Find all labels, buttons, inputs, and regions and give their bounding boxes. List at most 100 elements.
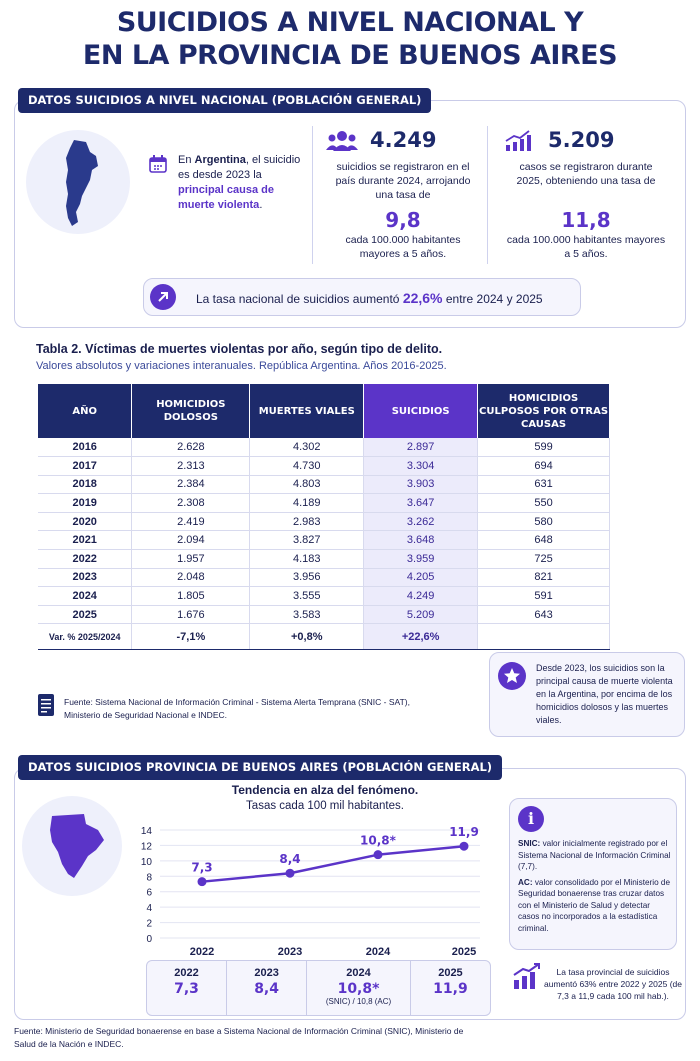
table-cell: 550 (477, 493, 610, 513)
table-cell: 643 (477, 605, 610, 625)
table-cell: 2.897 (363, 438, 479, 458)
stat-2024-rate: 9,8 (385, 208, 421, 232)
table-cell: 3.555 (249, 586, 365, 606)
trend-note-text: La tasa provincial de suicidios aumentó … (544, 967, 682, 1001)
trend-up-icon (504, 130, 532, 152)
variation-cell (477, 623, 610, 651)
table-row: 2019 2.308 4.189 3.647 550 (38, 493, 610, 513)
table-cell: 4.189 (249, 493, 365, 513)
table-cell: 3.903 (363, 475, 479, 495)
x-tick-label: 2022 (190, 946, 214, 958)
header-homicidios-culposos: HOMICIDIOS CULPOSOS POR OTRAS CAUSAS (477, 384, 610, 438)
variation-cell: Var. % 2025/2024 (38, 623, 133, 651)
national-tag: DATOS SUICIDIOS A NIVEL NACIONAL (POBLAC… (18, 88, 432, 113)
table-cell: 725 (477, 549, 610, 569)
table-cell: 2022 (38, 549, 133, 569)
table-cell: 2023 (38, 568, 133, 588)
table-note-text: Desde 2023, los suicidios son la princip… (536, 663, 673, 725)
table-cell: 1.676 (131, 605, 251, 625)
table-cell: 1.805 (131, 586, 251, 606)
stat-2025-number: 5.209 (548, 128, 615, 152)
table-cell: 2025 (38, 605, 133, 625)
province-source: Fuente: Ministerio de Seguridad bonaeren… (14, 1026, 464, 1049)
stat-2024-text2: cada 100.000 habitantes mayores a 5 años… (345, 234, 461, 260)
header-suicidios: SUICIDIOS (363, 384, 479, 438)
stat-2025-text: casos se registraron durante 2025, obten… (516, 161, 656, 187)
table-cell: 2017 (38, 456, 133, 476)
table-cell: 5.209 (363, 605, 479, 625)
table-row: 2022 1.957 4.183 3.959 725 (38, 549, 610, 569)
table-cell: 2.983 (249, 512, 365, 532)
arrow-up-right-icon (150, 284, 176, 310)
data-point (197, 877, 207, 887)
table-cell: 2.048 (131, 568, 251, 588)
header-muertes-viales: MUERTES VIALES (249, 384, 365, 438)
table-row: 2023 2.048 3.956 4.205 821 (38, 568, 610, 588)
province-values-table: 2022 7,3 2023 8,4 2024 10,8* (SNIC) / 10… (146, 960, 491, 1016)
table-cell: 821 (477, 568, 610, 588)
y-tick-label: 10 (141, 857, 153, 868)
stat-2025-rate: 11,8 (561, 208, 611, 232)
table-cell: 2.094 (131, 530, 251, 551)
table-subtitle: Valores absolutos y variaciones interanu… (36, 360, 447, 372)
data-label: 10,8* (360, 834, 397, 848)
table-cell: 580 (477, 512, 610, 532)
header-homicidios-dolosos: HOMICIDIOS DOLOSOS (131, 384, 251, 438)
table-cell: 599 (477, 438, 610, 458)
table-cell: 1.957 (131, 549, 251, 569)
page-title: SUICIDIOS A NIVEL NACIONAL Y EN LA PROVI… (82, 7, 618, 71)
table-row: 2024 1.805 3.555 4.249 591 (38, 586, 610, 606)
table-cell: 2024 (38, 586, 133, 606)
stat-2024-number: 4.249 (370, 128, 437, 152)
violent-deaths-table: AÑO HOMICIDIOS DOLOSOS MUERTES VIALES SU… (38, 384, 610, 651)
info-text: SNIC: valor inicialmente registrado por … (518, 839, 671, 933)
calendar-icon (148, 154, 168, 174)
data-label: 8,4 (279, 852, 300, 866)
table-cell: 648 (477, 530, 610, 551)
table-cell: 2020 (38, 512, 133, 532)
table-row: 2020 2.419 2.983 3.262 580 (38, 512, 610, 532)
table-cell: 3.648 (363, 530, 479, 551)
table-cell: 3.827 (249, 530, 365, 551)
table-cell: 2016 (38, 438, 133, 458)
table-variation-row: Var. % 2025/2024 -7,1% +0,8% +22,6% (38, 623, 610, 651)
table-cell: 2.384 (131, 475, 251, 495)
info-icon: i (518, 806, 544, 832)
table-row: 2025 1.676 3.583 5.209 643 (38, 605, 610, 625)
mini-cell-2025: 2025 11,9 (433, 967, 468, 997)
table-cell: 4.183 (249, 549, 365, 569)
table-cell: 631 (477, 475, 610, 495)
table-header-row: AÑO HOMICIDIOS DOLOSOS MUERTES VIALES SU… (38, 384, 610, 438)
table-row: 2018 2.384 4.803 3.903 631 (38, 475, 610, 495)
table-cell: 2021 (38, 530, 133, 551)
y-tick-label: 8 (146, 872, 152, 883)
buenos-aires-map-icon (50, 814, 104, 878)
data-point (373, 850, 383, 860)
table-cell: 591 (477, 586, 610, 606)
variation-cell: +0,8% (249, 623, 365, 651)
star-icon (498, 662, 526, 690)
y-tick-label: 2 (146, 919, 152, 930)
table-cell: 4.302 (249, 438, 365, 458)
table-row: 2021 2.094 3.827 3.648 648 (38, 530, 610, 551)
table-cell: 3.959 (363, 549, 479, 569)
table-cell: 694 (477, 456, 610, 476)
y-tick-label: 6 (146, 888, 152, 899)
argentina-map-icon (66, 140, 98, 226)
table-row: 2017 2.313 4.730 3.304 694 (38, 456, 610, 476)
variation-cell: -7,1% (131, 623, 251, 651)
table-source: Fuente: Sistema Nacional de Información … (64, 697, 410, 720)
chart-subtitle: Tasas cada 100 mil habitantes. (246, 800, 404, 812)
data-point (285, 868, 295, 878)
table-title: Tabla 2. Víctimas de muertes violentas p… (36, 342, 443, 356)
table-cell: 4.249 (363, 586, 479, 606)
document-icon (38, 694, 54, 716)
x-tick-label: 2023 (278, 946, 302, 958)
mini-cell-2023: 2023 8,4 (227, 961, 308, 1015)
y-tick-label: 14 (141, 826, 153, 837)
buenos-aires-map (22, 796, 122, 896)
national-banner (143, 278, 581, 316)
national-banner-text: La tasa nacional de suicidios aumentó 22… (196, 290, 543, 306)
table-cell: 3.583 (249, 605, 365, 625)
trend-line (201, 844, 465, 883)
